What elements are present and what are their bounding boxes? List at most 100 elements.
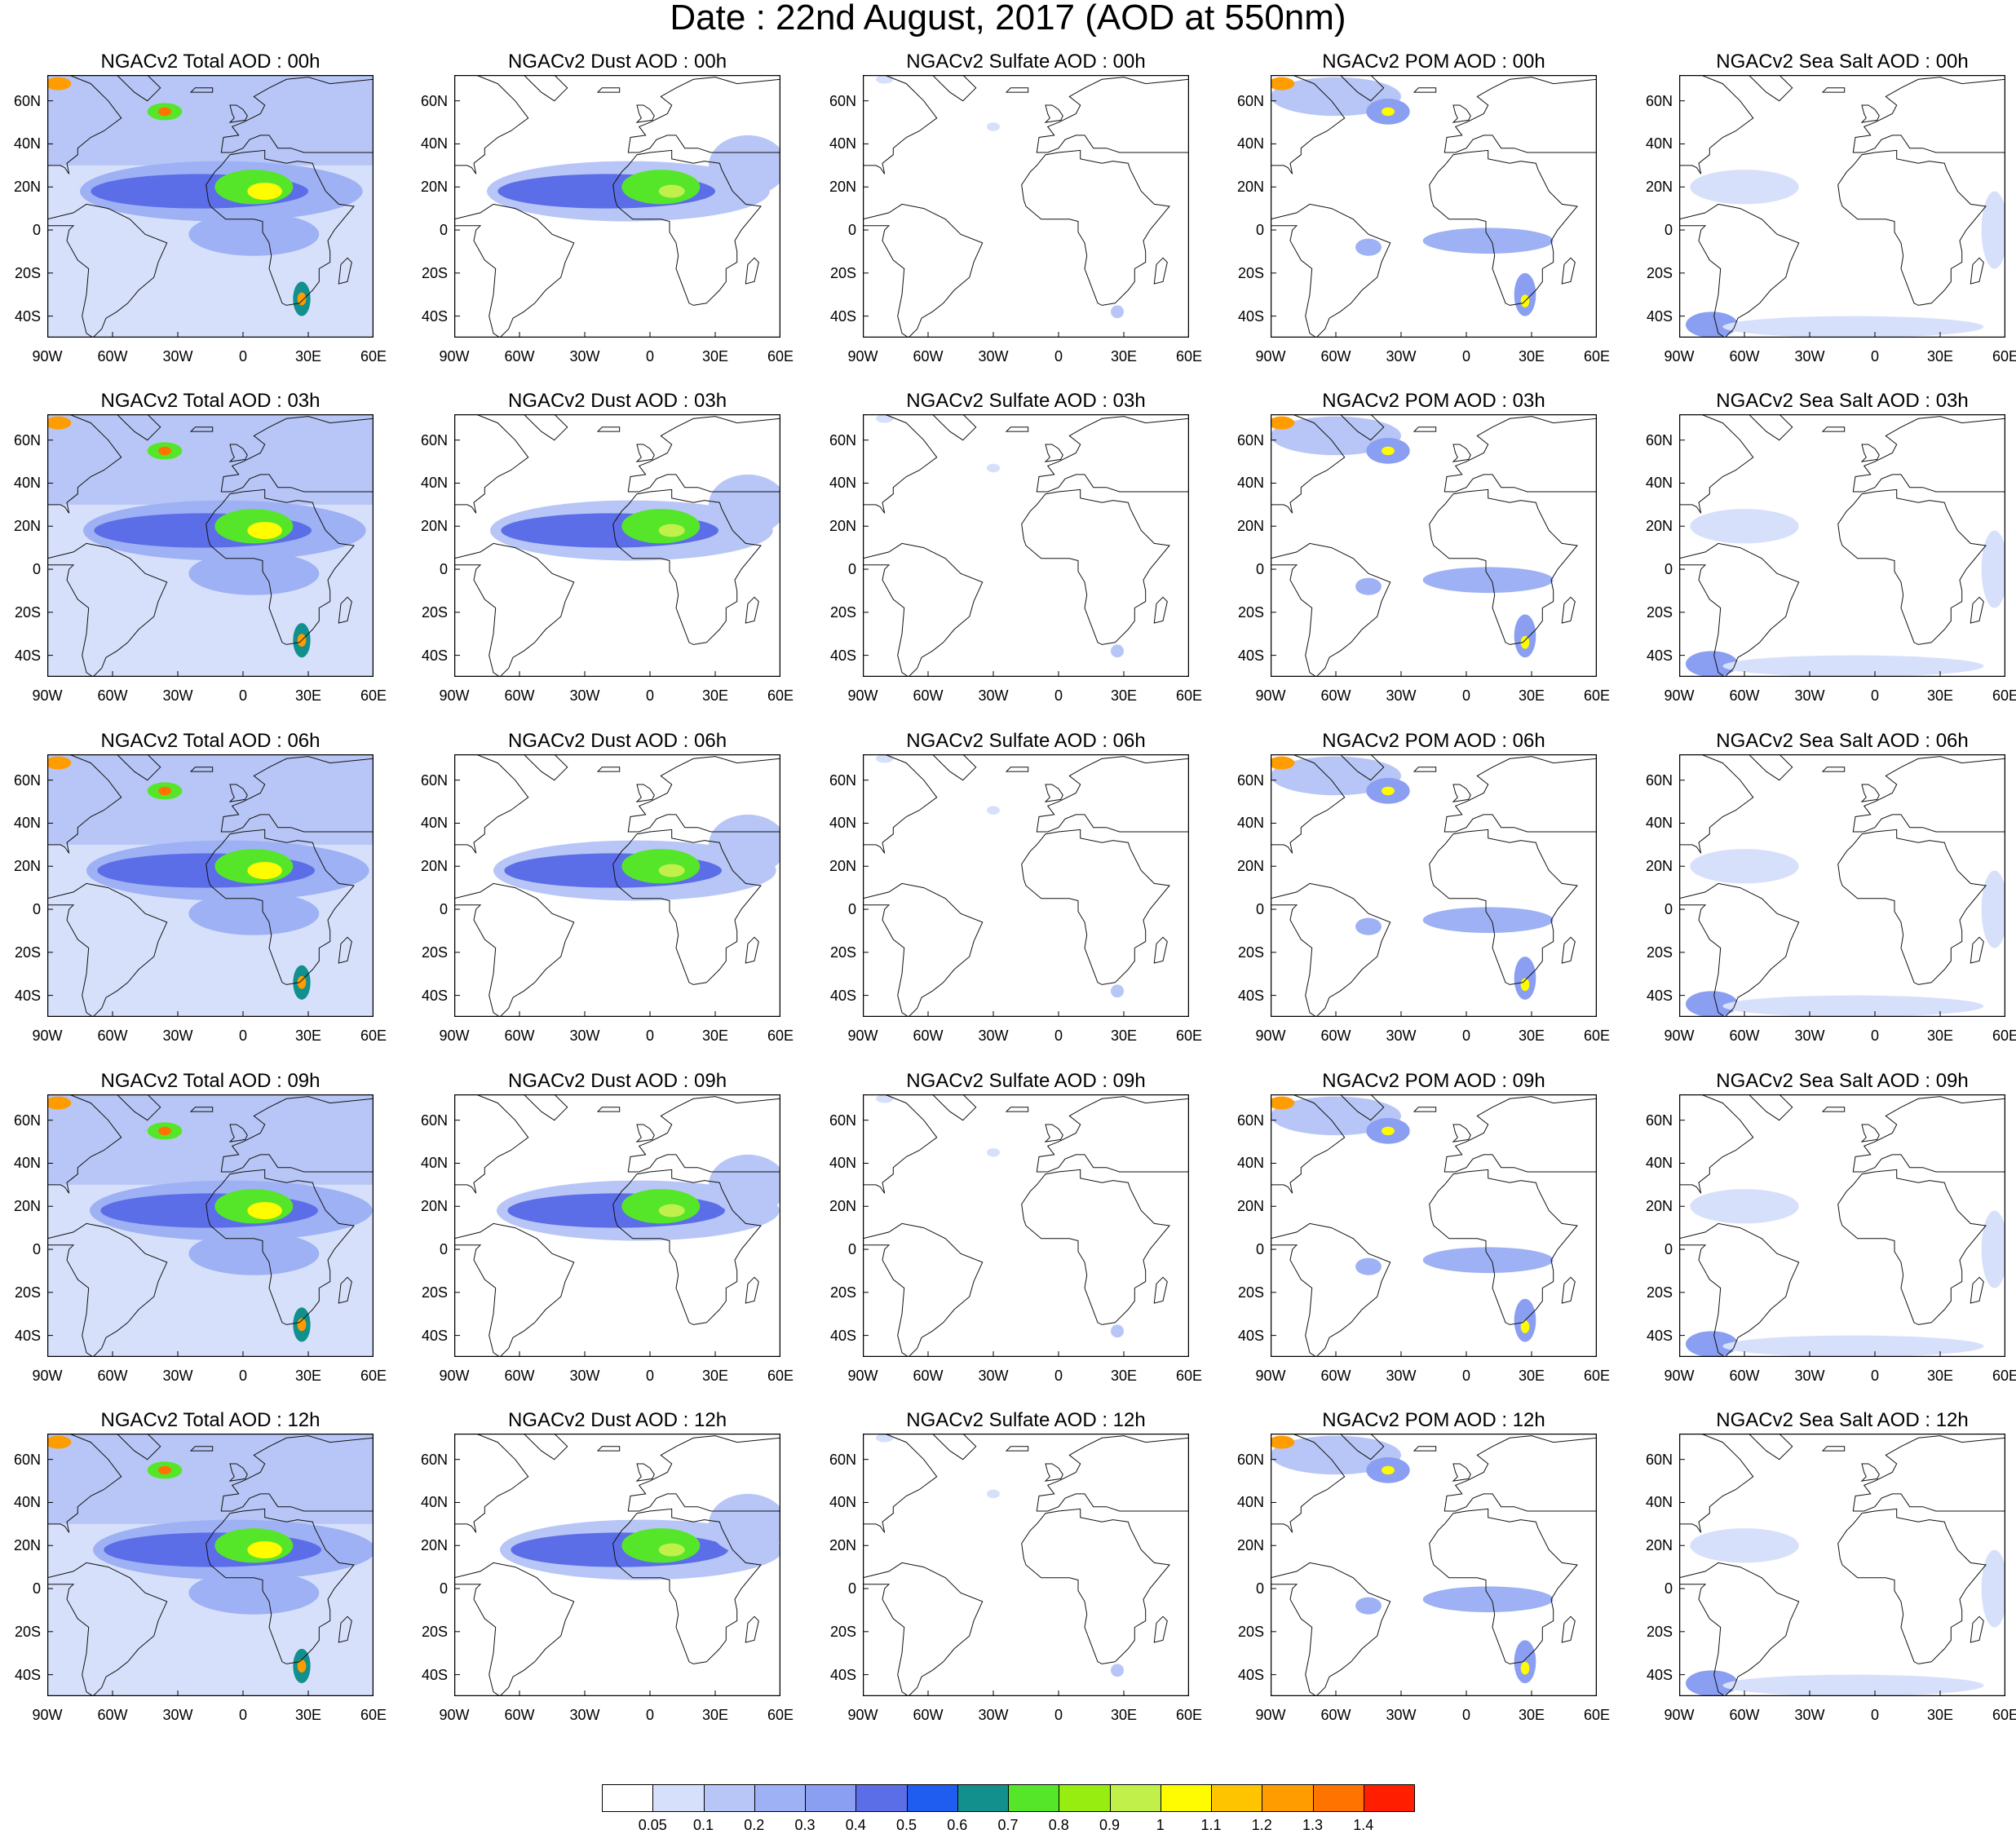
map-frame	[1271, 1094, 1597, 1357]
coastline	[1452, 104, 1471, 123]
saharan-dust-max	[658, 184, 685, 198]
lon-tick-label: 0	[238, 1027, 247, 1044]
lon-tick-label: 60W	[913, 1707, 944, 1723]
coastline	[338, 257, 352, 285]
lon-tick-label: 60W	[1729, 1368, 1760, 1384]
amazon-pom	[1355, 1597, 1382, 1615]
map-svg	[1271, 75, 1597, 338]
lat-tick-label: 20N	[13, 179, 41, 196]
coastline	[1679, 542, 1800, 677]
sulfate-patch	[987, 1147, 1000, 1157]
lat-tick-label: 40N	[829, 815, 856, 832]
coastline	[1271, 542, 1391, 677]
coastline	[454, 754, 529, 854]
coastline	[1044, 784, 1063, 802]
coastline	[745, 1276, 759, 1304]
coastline	[1036, 77, 1189, 153]
lat-tick-label: 40S	[829, 1327, 856, 1344]
sulfate-plume	[1111, 305, 1124, 319]
coastline	[1036, 1096, 1189, 1173]
coastline	[228, 444, 248, 462]
lon-tick-label: 60W	[1320, 1707, 1351, 1723]
lat-tick-label: 40N	[1645, 475, 1673, 492]
lat-tick-label: 40S	[421, 1327, 448, 1344]
lat-tick-label: 40N	[420, 815, 448, 832]
sulfate-patch	[987, 1489, 1000, 1499]
lon-tick-label: 60W	[1729, 1707, 1760, 1723]
coastline	[931, 1094, 977, 1121]
lat-tick-label: 20S	[1237, 264, 1264, 281]
coastline	[1561, 1615, 1576, 1643]
central-africa-pom	[1422, 567, 1554, 594]
coastline	[220, 756, 374, 833]
map-area	[454, 414, 780, 677]
lat-tick-label: 20N	[1645, 1537, 1673, 1554]
panel-title: NGACv2 Dust AOD : 06h	[507, 730, 727, 752]
lon-tick-label: 0	[645, 1368, 654, 1384]
lon-tick-label: 30E	[294, 687, 322, 704]
colorbar-label: 1.2	[1251, 1817, 1272, 1833]
map-svg	[1679, 1094, 2005, 1357]
colorbar	[602, 1784, 1415, 1814]
coastline	[1271, 1562, 1391, 1696]
equatorial-plume	[188, 212, 320, 256]
lon-tick-label: 60W	[97, 1707, 128, 1723]
coastline	[863, 1222, 984, 1357]
indian-ocean-salt	[1981, 870, 2005, 948]
colorbar-label: 0.4	[845, 1817, 866, 1833]
lon-tick-label: 60E	[1175, 1368, 1203, 1384]
sulfate-patch	[987, 463, 1000, 473]
coastline	[863, 1094, 938, 1194]
coastline	[635, 1124, 655, 1142]
lat-tick-label: 40S	[14, 647, 41, 664]
central-africa-pom	[1422, 228, 1554, 254]
map-area	[1679, 414, 2005, 677]
panel-title: NGACv2 Total AOD : 12h	[100, 1409, 321, 1431]
coastline	[1837, 488, 1987, 645]
map-panel: NGACv2 Total AOD : 12h 60N 40N 20N 0 20S 40S 90…	[14, 1409, 387, 1745]
map-area	[1679, 75, 2005, 338]
panel-title: NGACv2 POM AOD : 12h	[1322, 1409, 1545, 1431]
saharan-dust-peak	[621, 1189, 701, 1224]
colorbar-swatch	[652, 1784, 705, 1812]
lat-tick-label: 0	[1255, 1580, 1264, 1598]
map-frame	[863, 414, 1189, 677]
lon-tick-label: 60W	[97, 1027, 128, 1044]
map-frame	[863, 1434, 1189, 1696]
lon-tick-label: 30E	[1518, 687, 1545, 704]
lon-tick-label: 90W	[1664, 348, 1695, 365]
lat-tick-label: 40N	[1645, 815, 1673, 832]
saharan-dust-peak	[621, 170, 701, 205]
coastline	[454, 542, 575, 677]
lat-tick-label: 20S	[421, 1284, 448, 1301]
coastline	[1852, 77, 2005, 153]
map-area	[1271, 1094, 1597, 1357]
lat-tick-label: 60N	[1645, 1111, 1673, 1129]
lon-tick-label: 30W	[162, 1368, 193, 1384]
map-area	[454, 1094, 780, 1357]
map-svg	[454, 754, 780, 1017]
lat-tick-label: 40N	[829, 135, 856, 152]
colorbar-swatch	[1059, 1784, 1111, 1812]
coastline	[1429, 1508, 1578, 1664]
panel-title: NGACv2 POM AOD : 00h	[1322, 51, 1545, 73]
lon-tick-label: 0	[1054, 1707, 1063, 1723]
lat-tick-label: 20N	[1236, 1537, 1264, 1554]
colorbar-label: 1.4	[1353, 1817, 1374, 1833]
lon-tick-label: 90W	[1255, 1707, 1286, 1723]
lat-tick-label: 0	[439, 561, 448, 578]
figure-title: Date : 22nd August, 2017 (AOD at 550nm)	[670, 0, 1346, 38]
southern-ocean-salt	[1686, 991, 1738, 1017]
north-atlantic-max	[158, 1126, 171, 1136]
lat-tick-label: 60N	[420, 1451, 448, 1468]
lat-tick-label: 40S	[1646, 987, 1673, 1004]
coastline	[47, 882, 168, 1017]
lon-tick-label: 30W	[569, 348, 600, 365]
coastline	[1748, 414, 1793, 441]
coastline	[1970, 1615, 1984, 1643]
northern-aod-field	[47, 75, 374, 166]
lat-tick-label: 40S	[829, 647, 856, 664]
coastline	[338, 1276, 352, 1304]
lat-tick-label: 20N	[1645, 1198, 1673, 1215]
lat-tick-label: 40S	[421, 307, 448, 325]
